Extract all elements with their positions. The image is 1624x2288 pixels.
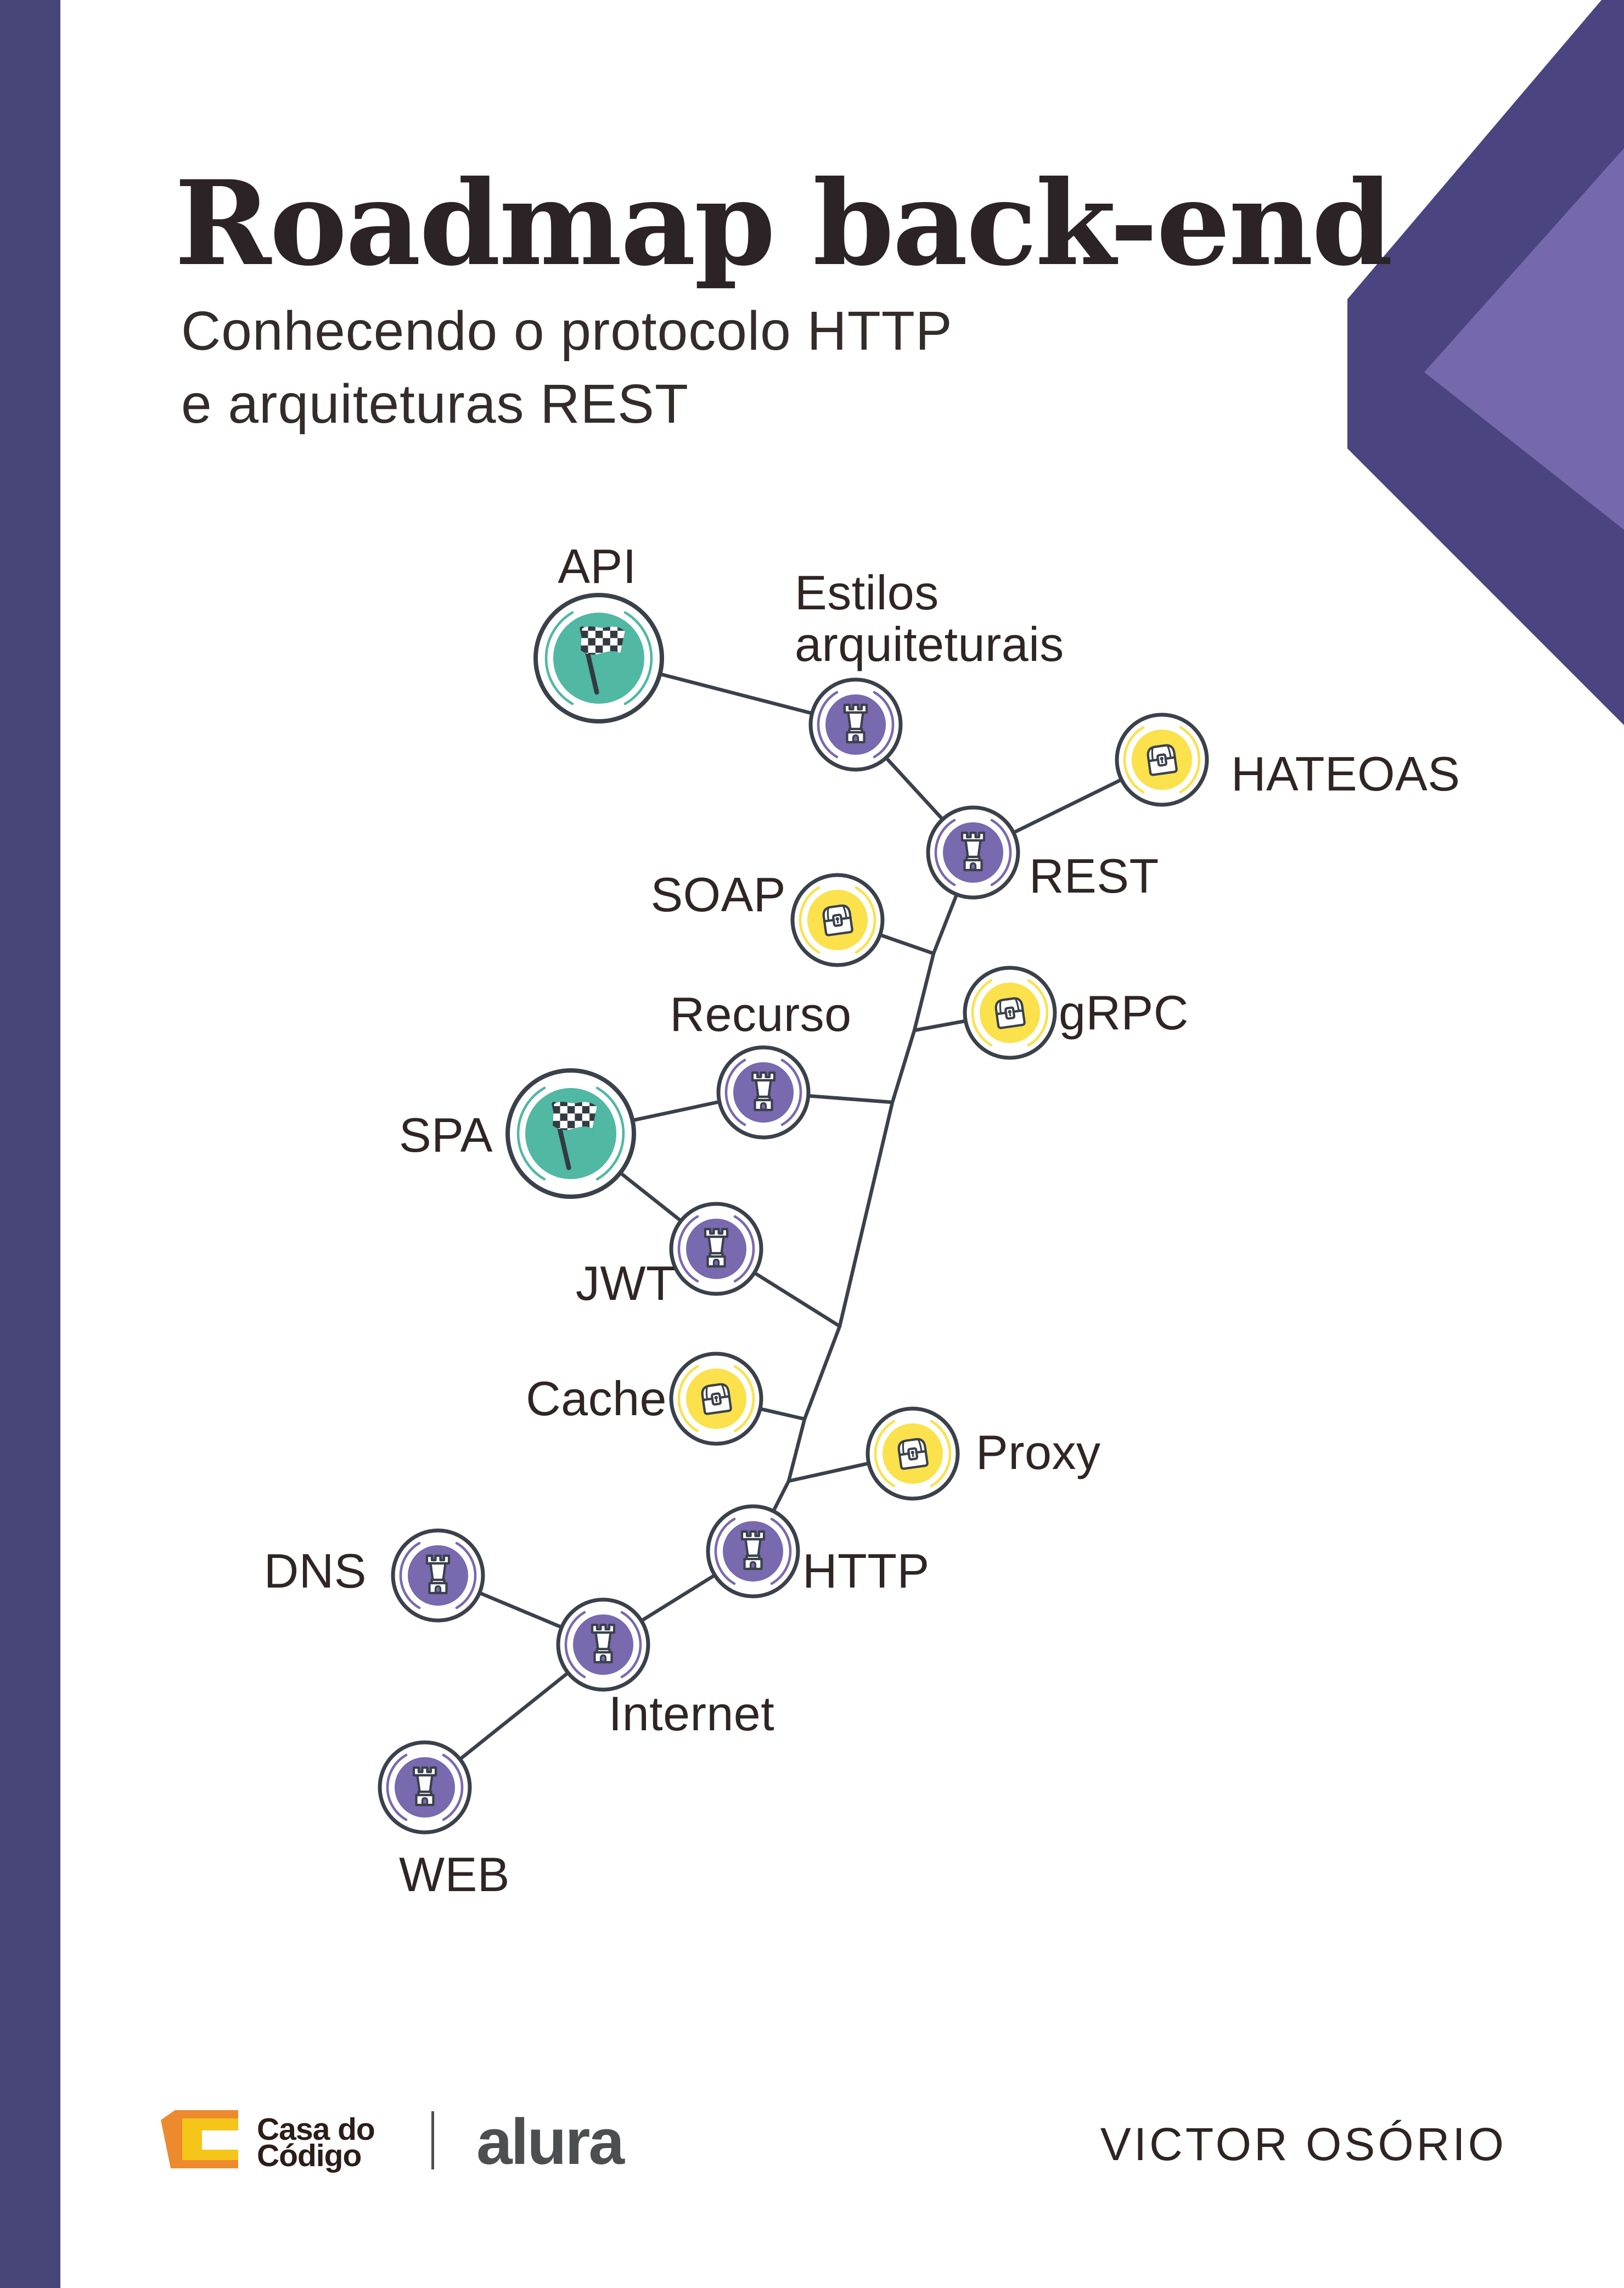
page-title: Roadmap back-end xyxy=(175,155,1393,291)
node-label-grpc: gRPC xyxy=(1059,985,1189,1040)
node-api xyxy=(536,595,662,721)
edge-trunk-rest-http xyxy=(751,851,975,1552)
node-label-spa: SPA xyxy=(399,1108,493,1162)
node-label-web: WEB xyxy=(399,1847,510,1902)
node-label-recurso: Recurso xyxy=(670,987,851,1041)
node-http xyxy=(708,1506,798,1596)
roadmap-edges xyxy=(423,656,1163,1789)
node-label-http: HTTP xyxy=(802,1544,930,1598)
node-label-api: API xyxy=(558,539,636,593)
node-hateoas xyxy=(1117,715,1207,805)
corner-chevron xyxy=(1347,0,1624,725)
node-label-soap: SOAP xyxy=(650,867,786,922)
node-label-proxy: Proxy xyxy=(976,1425,1100,1479)
node-rest xyxy=(928,807,1018,898)
node-grpc xyxy=(965,968,1055,1058)
node-jwt xyxy=(671,1204,761,1294)
milestone-ring xyxy=(536,595,662,721)
node-label-internet: Internet xyxy=(609,1686,774,1741)
treasure-chest-icon xyxy=(995,997,1025,1028)
footer-divider xyxy=(431,2111,434,2169)
roadmap-nodes xyxy=(380,595,1207,1832)
node-label-cache: Cache xyxy=(526,1371,667,1426)
subtitle-line1: Conhecendo o protocolo HTTP xyxy=(181,300,953,362)
treasure-chest-icon xyxy=(1147,744,1177,775)
treasure-chest-icon xyxy=(823,905,852,935)
left-edge-bar xyxy=(0,0,60,2288)
node-label-jwt: JWT xyxy=(576,1256,676,1310)
node-label-estilos-line1: Estilos xyxy=(795,565,939,620)
node-proxy xyxy=(868,1409,958,1499)
roadmap-labels: API Estilos arquiteturais HATEOAS REST S… xyxy=(264,539,1460,1902)
node-label-rest: REST xyxy=(1029,849,1159,903)
publisher-name-line2: Código xyxy=(257,2138,362,2173)
node-label-hateoas: HATEOAS xyxy=(1231,747,1460,801)
node-spa xyxy=(508,1070,634,1197)
node-internet xyxy=(558,1600,648,1690)
chevron-inner-triangle xyxy=(1424,148,1624,530)
treasure-chest-icon xyxy=(701,1383,731,1414)
node-recurso xyxy=(718,1047,808,1137)
node-dns xyxy=(393,1530,483,1620)
node-estilos-arquiteturais xyxy=(811,680,901,770)
node-label-dns: DNS xyxy=(264,1544,367,1598)
milestone-ring xyxy=(508,1070,634,1197)
treasure-chest-icon xyxy=(898,1438,928,1469)
node-cache xyxy=(671,1354,761,1444)
alura-logo-text: alura xyxy=(476,2106,625,2178)
author-name: VICTOR OSÓRIO xyxy=(1100,2118,1507,2170)
subtitle-line2: e arquiteturas REST xyxy=(181,373,689,435)
casa-do-codigo-logo-icon xyxy=(161,2110,238,2168)
node-web xyxy=(380,1742,470,1832)
publisher-name-line1: Casa do xyxy=(257,2112,375,2147)
node-soap xyxy=(793,875,883,965)
node-label-estilos-line2: arquiteturais xyxy=(795,617,1064,671)
